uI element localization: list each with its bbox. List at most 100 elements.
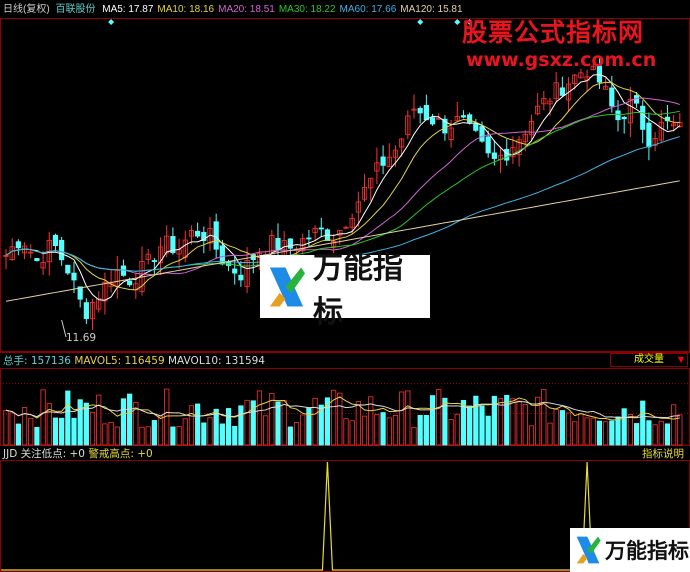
volume-bar	[306, 407, 312, 446]
candle	[516, 139, 522, 155]
volume-bar	[108, 421, 114, 446]
volume-bar	[287, 426, 293, 446]
candle	[640, 105, 646, 130]
volume-bar	[646, 420, 652, 446]
watermark: 股票公式指标网 www.gsxz.com.cn	[462, 18, 656, 71]
ma-label: MA10: 18.16	[157, 4, 215, 15]
volume-bar	[491, 395, 497, 446]
candle	[275, 238, 281, 251]
signal-marker-icon	[466, 19, 473, 25]
indicator-selector[interactable]: 成交量 ▼	[610, 353, 688, 367]
candle	[423, 105, 429, 121]
volume-bar	[250, 400, 256, 446]
watermark-url: www.gsxz.com.cn	[466, 49, 657, 71]
candle	[646, 122, 652, 148]
candle	[157, 246, 164, 264]
indicator-help-link[interactable]: 指标说明	[642, 448, 684, 460]
candle	[392, 149, 399, 158]
volume-bar	[664, 423, 671, 446]
mavol10: MAVOL10: 131594	[167, 355, 265, 367]
logo-text: 万能指标	[605, 539, 689, 563]
dropdown-arrow-icon: ▼	[677, 355, 684, 364]
logo-text: 万能指标	[312, 250, 403, 330]
volume-bar	[102, 423, 108, 446]
volume-bar	[324, 397, 331, 446]
logo-mark-icon	[576, 536, 601, 564]
volume-bar	[541, 388, 547, 446]
candle	[188, 230, 195, 237]
volume-bar	[28, 417, 34, 446]
volume-bar	[170, 426, 176, 446]
candle	[467, 114, 473, 123]
volume-bar	[615, 416, 621, 446]
volume-bar	[485, 415, 491, 446]
volume-bar	[528, 425, 535, 446]
volume-bar	[361, 415, 368, 446]
volume-bar	[627, 414, 633, 446]
ma-line-120	[5, 180, 680, 302]
candle	[448, 127, 454, 140]
volume-bar	[578, 413, 584, 446]
volume-bar	[504, 394, 510, 446]
candle	[343, 226, 349, 229]
candle	[40, 261, 46, 269]
candle	[590, 65, 596, 71]
volume-bar	[176, 426, 182, 446]
volume-bar	[96, 394, 102, 446]
volume-bar	[399, 391, 405, 446]
volume-bar	[151, 420, 157, 446]
candle	[59, 239, 65, 261]
candle	[34, 258, 40, 261]
volume-bar	[479, 405, 485, 446]
candle	[201, 232, 207, 241]
candle	[541, 98, 547, 105]
volume-bar	[522, 404, 528, 446]
candle	[596, 65, 603, 83]
candle	[399, 138, 405, 148]
candle	[429, 117, 436, 125]
volume-bar	[34, 426, 40, 446]
candle	[522, 133, 528, 143]
volume-bar	[225, 408, 232, 446]
volume-bar	[15, 423, 21, 446]
candle	[572, 74, 578, 85]
ma-line-10	[5, 81, 680, 291]
period-label: 日线(复权)	[3, 4, 50, 15]
volume-bar	[417, 414, 423, 446]
candle	[318, 227, 324, 230]
candle	[609, 87, 615, 107]
candle	[306, 237, 312, 240]
volume-bar	[460, 400, 467, 446]
candle	[535, 105, 541, 115]
candle	[553, 82, 559, 99]
candle	[89, 301, 96, 320]
volume-bar	[547, 422, 553, 446]
volume-bar	[139, 426, 145, 446]
volume-bar	[263, 415, 269, 446]
volume-bar	[318, 404, 324, 446]
volume-bar	[640, 400, 646, 446]
signal-marker-icon	[108, 19, 115, 25]
volume-bar	[207, 417, 213, 446]
candle	[485, 136, 491, 154]
volume-bar	[584, 417, 590, 446]
volume-bar	[565, 412, 572, 446]
candle	[331, 240, 337, 247]
volume-bar	[603, 421, 609, 446]
volume-bar	[609, 420, 615, 446]
volume-bar	[293, 422, 300, 446]
volume-bar	[658, 420, 664, 446]
volume-bar	[312, 397, 318, 446]
volume-bar	[52, 417, 59, 446]
volume-bar	[349, 420, 355, 446]
volume-bar	[59, 417, 65, 446]
volume-bar	[232, 425, 238, 446]
volume-bar	[145, 426, 151, 446]
candle	[615, 110, 621, 121]
candle	[15, 241, 21, 249]
volume-bar	[633, 423, 640, 446]
candle	[195, 230, 201, 237]
volume-bar	[516, 400, 522, 446]
candle	[504, 148, 510, 161]
